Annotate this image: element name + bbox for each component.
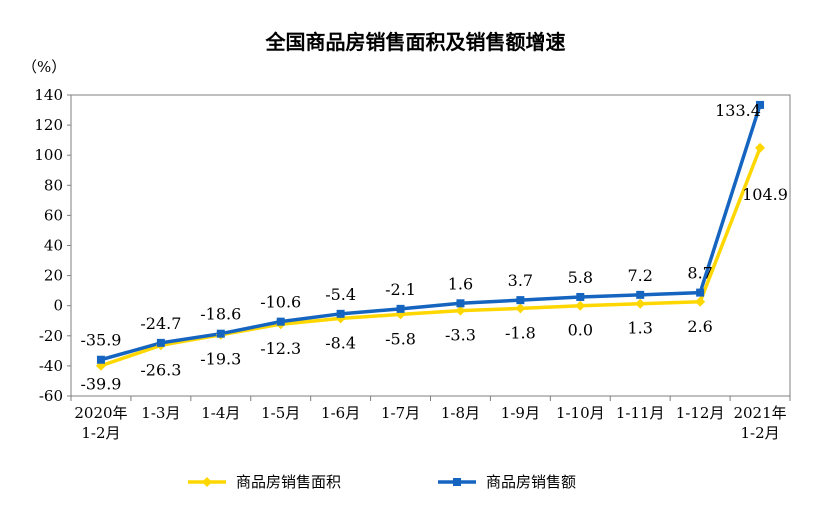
data-label: -5.4: [325, 285, 356, 304]
legend: 商品房销售面积 商品房销售额: [188, 473, 576, 491]
square-marker: [276, 317, 285, 326]
data-label: 2.6: [687, 317, 712, 336]
data-label: -8.4: [325, 333, 356, 352]
chart-title: 全国商品房销售面积及销售额增速: [265, 30, 566, 54]
data-labels: -39.9 -26.3 -19.3 -12.3 -8.4 -5.8 -3.3 -1.8 0.0 1…: [80, 101, 788, 394]
data-label: 133.4: [715, 101, 761, 120]
data-label: -2.1: [385, 280, 416, 299]
square-marker: [156, 338, 165, 347]
data-label: 5.8: [568, 268, 593, 287]
square-marker: [456, 299, 465, 308]
series-line-area: [100, 147, 762, 368]
series-line-amount: [100, 104, 762, 362]
data-label: -26.3: [140, 360, 181, 379]
x-tick-label: 2020年 1-2月: [74, 404, 127, 442]
diamond-marker: [515, 303, 526, 314]
series-lines: [100, 104, 762, 368]
y-tick-label: -40: [39, 357, 63, 375]
data-label: -39.9: [80, 375, 121, 394]
x-tick-label: 1-12月: [676, 404, 725, 422]
data-label: 7.2: [627, 266, 652, 285]
data-label: -18.6: [200, 305, 241, 324]
x-tick-label: 1-8月: [441, 404, 480, 422]
y-axis-unit-label: （%）: [22, 58, 67, 76]
legend-label: 商品房销售面积: [236, 473, 341, 491]
data-label: -24.7: [140, 314, 181, 333]
y-tick-label: -20: [39, 327, 63, 345]
y-tick-label: 40: [44, 237, 63, 255]
axes: -60 -40 -20 0 20 40 60 80 100 120 140 2020年 1-2月 1-3月…: [34, 86, 791, 442]
data-label: 0.0: [568, 321, 593, 340]
square-marker: [696, 288, 705, 297]
plot-frame: [70, 94, 791, 397]
x-tick-label: 1-5月: [261, 404, 300, 422]
square-marker: [516, 296, 525, 305]
data-label: -12.3: [260, 339, 301, 358]
data-label: 1.6: [448, 274, 473, 293]
y-tick-label: 0: [53, 297, 63, 315]
data-label: 104.9: [742, 185, 788, 204]
x-tick-label: 1-3月: [141, 404, 180, 422]
square-marker: [756, 100, 765, 109]
square-marker: [96, 355, 105, 364]
legend-diamond-marker: [202, 477, 212, 487]
square-marker: [336, 309, 345, 318]
diamond-marker: [575, 300, 586, 311]
x-tick-label: 2021年 1-2月: [733, 404, 786, 442]
data-label: -19.3: [200, 350, 241, 369]
diamond-marker: [695, 296, 706, 307]
diamond-marker: [755, 142, 766, 153]
square-marker: [396, 304, 405, 313]
diamond-marker: [635, 298, 646, 309]
x-tick-label: 1-7月: [381, 404, 420, 422]
data-label: -5.8: [385, 329, 416, 348]
legend-label: 商品房销售额: [486, 473, 576, 491]
legend-square-marker: [453, 478, 461, 486]
x-tick-label: 1-6月: [321, 404, 360, 422]
x-tick-label: 1-4月: [201, 404, 240, 422]
y-tick-label: 100: [34, 146, 63, 164]
x-tick-label: 1-9月: [501, 404, 540, 422]
x-tick-label: 1-10月: [556, 404, 605, 422]
data-label: -3.3: [445, 326, 476, 345]
y-tick-label: 60: [44, 206, 63, 224]
data-label: 1.3: [627, 319, 652, 338]
y-tick-label: 20: [44, 267, 63, 285]
square-marker: [636, 290, 645, 299]
square-marker: [576, 292, 585, 301]
diamond-marker: [455, 305, 466, 316]
y-tick-label: 120: [34, 116, 63, 134]
y-tick-label: 140: [34, 86, 63, 104]
x-tick-label: 1-11月: [616, 404, 665, 422]
square-marker: [216, 329, 225, 338]
y-tick-label: 80: [44, 176, 63, 194]
data-label: -1.8: [505, 323, 536, 342]
data-label: 3.7: [508, 271, 533, 290]
data-label: -10.6: [260, 293, 301, 312]
series-markers: [95, 100, 766, 371]
data-label: -35.9: [80, 331, 121, 350]
data-label: 8.7: [687, 264, 712, 283]
y-tick-label: -60: [39, 387, 63, 405]
